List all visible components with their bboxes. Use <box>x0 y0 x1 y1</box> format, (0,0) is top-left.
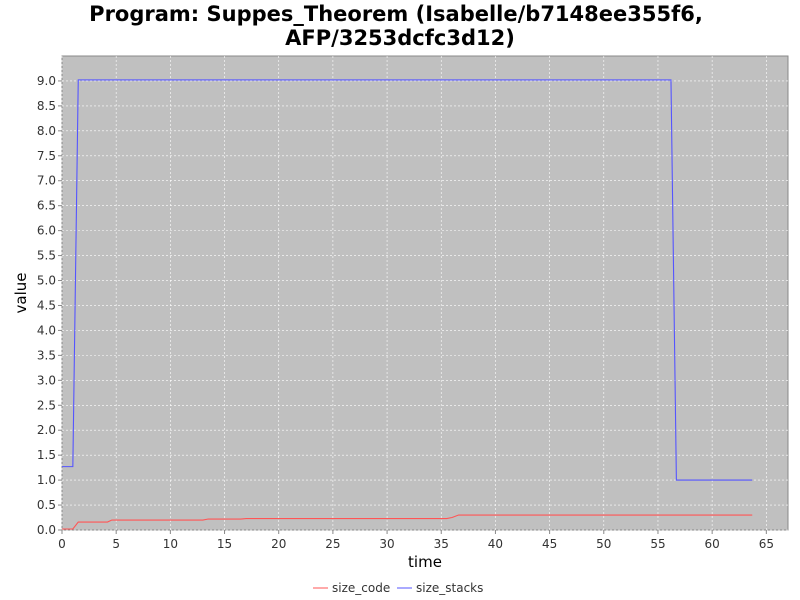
y-tick-label: 2.0 <box>37 423 56 437</box>
series-lines <box>62 79 753 530</box>
y-tick-label: 4.5 <box>37 298 56 312</box>
x-tick-label: 0 <box>58 537 66 551</box>
chart-title-line-2: AFP/3253dcfc3d12) <box>285 26 515 50</box>
x-tick-label: 30 <box>379 537 394 551</box>
y-tick-label: 4.0 <box>37 323 56 337</box>
y-tick-label: 0.5 <box>37 498 56 512</box>
grid-lines <box>61 56 788 531</box>
x-tick-label: 15 <box>217 537 232 551</box>
plot-area <box>61 55 789 531</box>
y-tick-label: 2.5 <box>37 398 56 412</box>
x-axis-ticks: 0 5 10 15 20 25 30 35 40 45 50 55 60 65 <box>58 530 774 551</box>
y-tick-label: 6.5 <box>37 199 56 213</box>
series-line-size-stacks <box>62 79 753 481</box>
y-tick-label: 5.5 <box>37 249 56 263</box>
y-tick-label: 5.0 <box>37 274 56 288</box>
legend-label-size-stacks: size_stacks <box>416 581 483 595</box>
y-tick-label: 3.5 <box>37 348 56 362</box>
x-tick-label: 60 <box>705 537 720 551</box>
y-axis-ticks: 0.0 0.5 1.0 1.5 2.0 2.5 3.0 3.5 4.0 4.5 5.0 5.5 6.0 6… <box>37 74 62 537</box>
y-tick-label: 7.0 <box>37 174 56 188</box>
y-tick-label: 6.0 <box>37 224 56 238</box>
x-tick-label: 25 <box>325 537 340 551</box>
x-tick-label: 50 <box>596 537 611 551</box>
x-tick-label: 35 <box>434 537 449 551</box>
x-tick-label: 45 <box>542 537 557 551</box>
x-tick-label: 55 <box>650 537 665 551</box>
y-axis-label: value <box>12 273 30 314</box>
y-tick-label: 8.5 <box>37 99 56 113</box>
y-tick-label: 0.0 <box>37 523 56 537</box>
x-tick-label: 5 <box>112 537 120 551</box>
legend-label-size-code: size_code <box>332 581 390 595</box>
x-tick-label: 40 <box>488 537 503 551</box>
y-tick-label: 3.0 <box>37 373 56 387</box>
legend: size_code size_stacks <box>313 581 483 595</box>
series-line-size-code <box>62 514 753 530</box>
y-tick-label: 9.0 <box>37 74 56 88</box>
x-tick-label: 20 <box>271 537 286 551</box>
y-tick-label: 8.0 <box>37 124 56 138</box>
chart-title-line-1: Program: Suppes_Theorem (Isabelle/b7148e… <box>89 2 703 26</box>
y-tick-label: 7.5 <box>37 149 56 163</box>
x-axis-label: time <box>408 553 442 571</box>
y-tick-label: 1.5 <box>37 448 56 462</box>
y-tick-label: 1.0 <box>37 473 56 487</box>
x-tick-label: 65 <box>759 537 774 551</box>
x-tick-label: 10 <box>163 537 178 551</box>
